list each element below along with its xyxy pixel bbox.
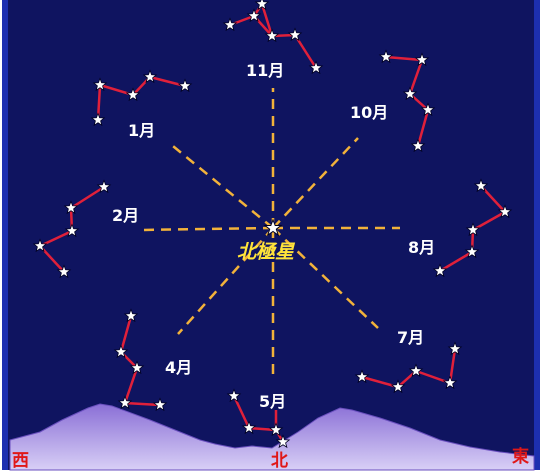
month-labels: 11月 10月 1月 2月 8月 4月 7月 5月 — [112, 61, 435, 411]
sky-border-right — [534, 0, 540, 470]
star-icon — [64, 223, 80, 238]
star-icon — [354, 369, 370, 384]
star-icon — [390, 379, 406, 394]
month-label-1: 1月 — [128, 121, 155, 140]
month-label-11: 11月 — [246, 61, 284, 80]
star-icon — [56, 264, 72, 279]
ray-1 — [167, 141, 274, 229]
ray-2 — [139, 226, 274, 232]
month-label-2: 2月 — [112, 206, 139, 225]
star-icon — [92, 77, 108, 92]
star-icon — [410, 138, 426, 153]
month-label-10: 10月 — [350, 103, 388, 122]
star-icon — [268, 422, 284, 437]
polaris-star — [263, 218, 283, 237]
star-icon — [465, 222, 481, 237]
sky-border-left — [2, 0, 8, 470]
star-icon — [420, 102, 436, 117]
star-icon — [246, 8, 262, 23]
direction-west: 西 — [12, 451, 29, 471]
star-icon — [447, 341, 463, 356]
direction-labels: 西 北 東 — [12, 446, 529, 471]
star-icon — [63, 200, 79, 215]
star-icon — [473, 178, 489, 193]
star-icon — [142, 69, 158, 84]
star-icon — [152, 397, 168, 412]
star-icon — [408, 363, 424, 378]
star-icon — [113, 344, 129, 359]
month-label-8: 8月 — [408, 238, 435, 257]
star-icon — [414, 52, 430, 67]
ray-10 — [272, 137, 359, 229]
star-icon — [32, 238, 48, 253]
stars — [32, 0, 513, 449]
star-icon — [464, 244, 480, 259]
month-label-7: 7月 — [397, 328, 424, 347]
star-icon — [117, 395, 133, 410]
star-icon — [442, 375, 458, 390]
direction-north: 北 — [271, 451, 288, 471]
dipper-11-body — [260, 3, 318, 69]
star-icon — [90, 112, 106, 127]
star-icon — [497, 204, 513, 219]
star-icon — [129, 360, 145, 375]
star-icon — [308, 60, 324, 75]
star-icon — [254, 0, 270, 11]
star-icon — [222, 17, 238, 32]
month-label-5: 5月 — [259, 392, 286, 411]
star-icon — [177, 78, 193, 93]
month-rays — [139, 88, 400, 380]
month-label-4: 4月 — [165, 358, 192, 377]
ray-7 — [272, 227, 379, 329]
polaris-label: 北極星 — [237, 241, 296, 263]
star-icon — [96, 179, 112, 194]
star-icon — [123, 308, 139, 323]
star-icon — [125, 87, 141, 102]
ray-4 — [177, 227, 274, 335]
star-icon — [402, 86, 418, 101]
star-icon — [264, 28, 280, 43]
star-icon — [287, 27, 303, 42]
star-icon — [275, 434, 291, 449]
star-icon — [432, 263, 448, 278]
direction-east: 東 — [512, 446, 529, 467]
star-icon — [241, 420, 257, 435]
star-icon — [378, 49, 394, 64]
dipper-5 — [232, 395, 285, 443]
star-icon — [226, 388, 242, 403]
